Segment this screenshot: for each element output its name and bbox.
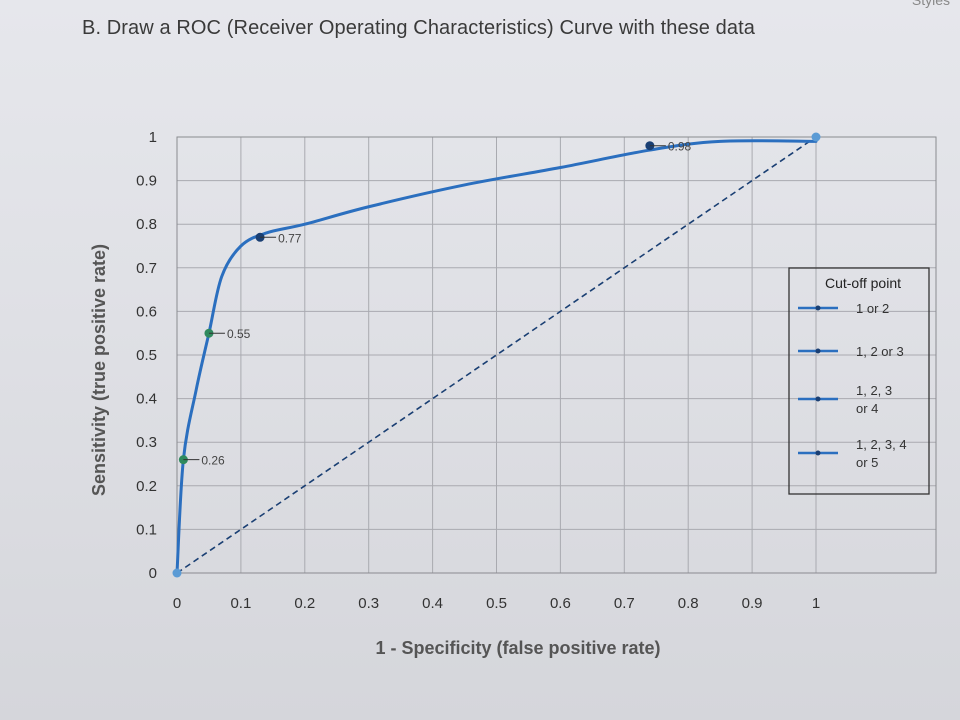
- x-tick-label: 1: [812, 595, 820, 612]
- data-label: 0.77: [278, 231, 302, 245]
- legend-label: 1, 2 or 3: [856, 344, 904, 359]
- legend-entry: 1, 2, 3 or 4: [798, 383, 892, 416]
- legend-swatch-marker: [815, 305, 821, 311]
- legend-label: 1, 2, 3: [856, 383, 892, 398]
- x-tick-label: 0.8: [678, 595, 699, 612]
- y-tick-label: 0.1: [136, 521, 157, 538]
- grid: [176, 136, 936, 574]
- question-heading: B. Draw a ROC (Receiver Operating Charac…: [82, 17, 755, 39]
- data-point: [172, 568, 182, 578]
- legend-swatch-marker: [815, 450, 821, 456]
- x-tick-label: 0.1: [230, 595, 251, 612]
- y-tick-label: 0.3: [136, 434, 157, 451]
- plot-area-border: [176, 136, 937, 574]
- x-tick-label: 0.5: [486, 595, 507, 612]
- y-axis-title: Sensitivity (true positive rate): [89, 244, 109, 496]
- y-tick-label: 0.8: [136, 216, 157, 233]
- legend-swatch-marker: [815, 396, 821, 402]
- legend-entry: 1, 2 or 3: [798, 344, 904, 359]
- legend-swatch-marker: [815, 348, 821, 354]
- y-tick-label: 0.2: [136, 478, 157, 495]
- legend-title: Cut-off point: [825, 275, 901, 291]
- data-label: 0.55: [227, 327, 251, 341]
- x-tick-label: 0.9: [742, 595, 763, 612]
- legend-label: 1 or 2: [856, 301, 889, 316]
- x-axis-tick-labels: 0 0.1 0.2 0.3 0.4 0.5 0.6 0.7 0.8 0.9 1: [173, 595, 820, 612]
- x-tick-label: 0.3: [358, 595, 379, 612]
- y-tick-label: 0.7: [136, 260, 157, 277]
- x-tick-label: 0.2: [294, 595, 315, 612]
- legend-box: [788, 267, 930, 495]
- reference-diagonal-line: [176, 136, 817, 574]
- legend-label: or 5: [856, 455, 878, 470]
- x-tick-label: 0: [173, 595, 181, 612]
- x-axis-title: 1 - Specificity (false positive rate): [375, 638, 660, 658]
- x-tick-label: 0.7: [614, 595, 635, 612]
- data-label: 0.98: [668, 140, 692, 154]
- legend-entry: 1, 2, 3, 4 or 5: [798, 437, 907, 470]
- y-tick-label: 1: [149, 129, 157, 146]
- legend-entry: 1 or 2: [798, 301, 889, 316]
- y-axis-tick-labels: 0 0.1 0.2 0.3 0.4 0.5 0.6 0.7 0.8 0.9 1: [136, 129, 157, 582]
- x-tick-label: 0.4: [422, 595, 443, 612]
- data-label: 0.26: [201, 454, 225, 468]
- corner-fragment-text: Styles: [911, 0, 950, 8]
- y-tick-label: 0.5: [136, 347, 157, 364]
- legend: Cut-off point 1 or 2 1, 2 or 3 1, 2, 3 or 4…: [788, 267, 930, 495]
- legend-label: or 4: [856, 401, 878, 416]
- legend-label: 1, 2, 3, 4: [856, 437, 907, 452]
- x-tick-label: 0.6: [550, 595, 571, 612]
- y-tick-label: 0: [149, 565, 157, 582]
- y-tick-label: 0.6: [136, 303, 157, 320]
- data-points: 0.26 0.55 0.77 0.98: [172, 132, 821, 578]
- data-point: [811, 132, 821, 142]
- y-tick-label: 0.9: [136, 173, 157, 190]
- y-tick-label: 0.4: [136, 391, 157, 408]
